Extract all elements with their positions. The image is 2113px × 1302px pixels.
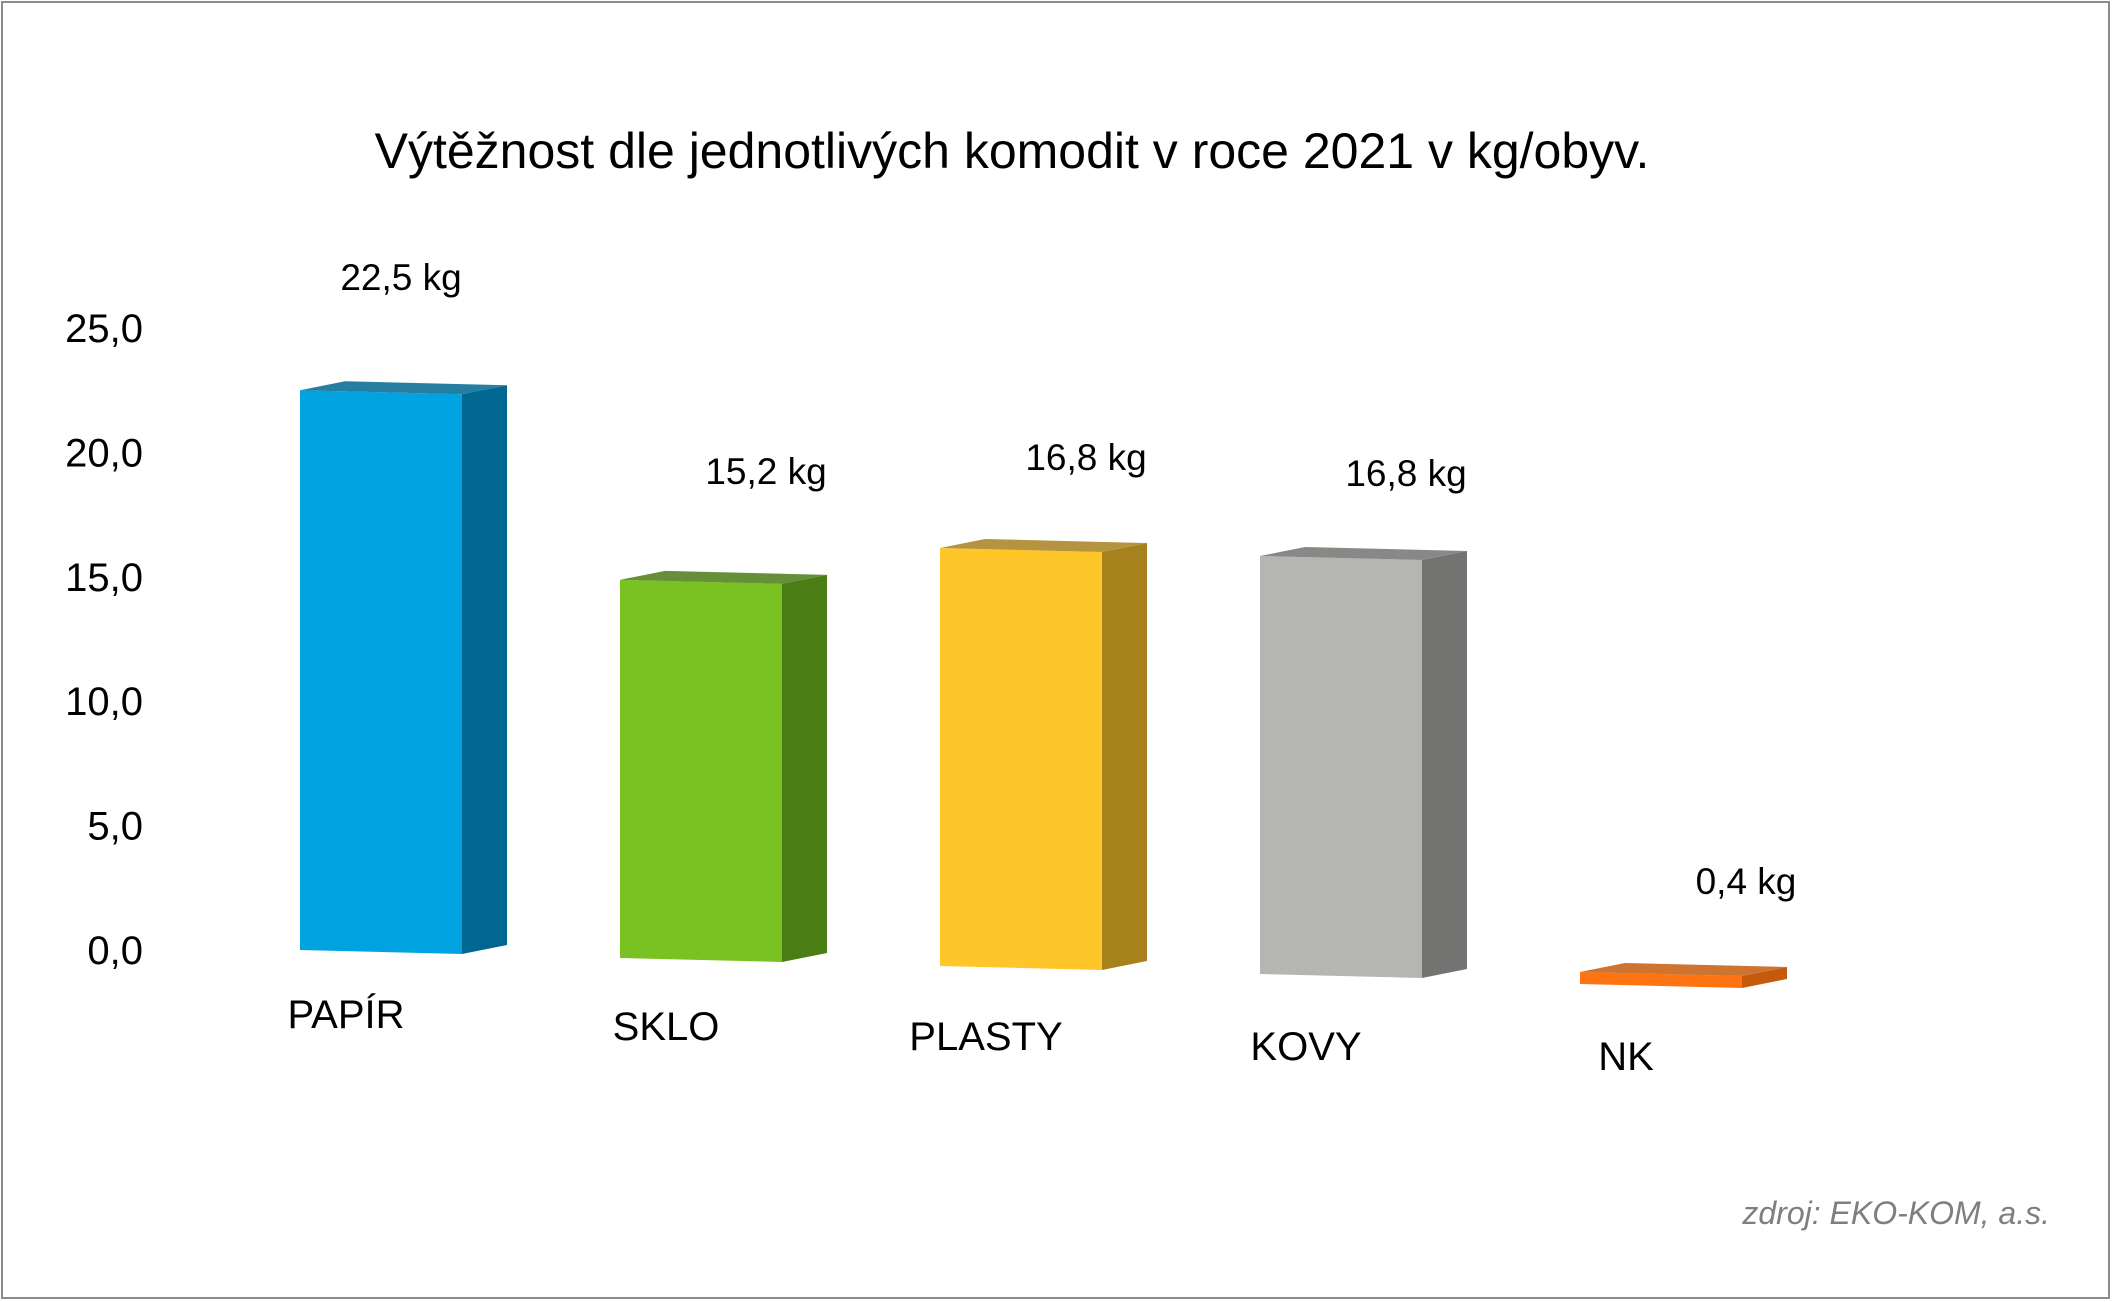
bar-top xyxy=(300,381,507,395)
bar-sklo xyxy=(620,570,827,962)
category-label: NK xyxy=(1598,1035,1654,1079)
bar-top xyxy=(940,539,1147,553)
data-label: 16,8 kg xyxy=(1025,437,1146,478)
bar-front xyxy=(1580,972,1742,988)
y-tick-label: 25,0 xyxy=(65,307,143,351)
bar-papír xyxy=(300,381,507,954)
bar-side xyxy=(1742,967,1787,988)
bar-plasty xyxy=(940,539,1147,970)
bar-front xyxy=(620,579,782,962)
bar-side xyxy=(462,385,507,954)
y-axis-ticks: 0,0 5,0 10,0 15,0 20,0 25,0 xyxy=(65,307,143,973)
category-label: KOVY xyxy=(1250,1025,1361,1069)
data-labels: 22,5 kg 15,2 kg 16,8 kg 16,8 kg 0,4 kg xyxy=(340,257,1796,902)
category-label: PAPÍR xyxy=(287,992,404,1037)
bars xyxy=(300,381,1787,988)
y-tick-label: 15,0 xyxy=(65,556,143,600)
data-label: 16,8 kg xyxy=(1345,453,1466,494)
bar-top xyxy=(1260,547,1467,561)
y-tick-label: 0,0 xyxy=(87,929,143,973)
bar-side xyxy=(782,574,827,962)
bar-front xyxy=(1260,556,1422,978)
chart-title: Výtěžnost dle jednotlivých komodit v roc… xyxy=(375,123,1650,179)
y-tick-label: 20,0 xyxy=(65,431,143,475)
category-labels: PAPÍR SKLO PLASTY KOVY NK xyxy=(287,992,1654,1079)
y-tick-label: 10,0 xyxy=(65,680,143,724)
bar-front xyxy=(940,548,1102,970)
data-label: 15,2 kg xyxy=(705,451,826,492)
category-label: PLASTY xyxy=(909,1015,1062,1059)
bar-side xyxy=(1422,551,1467,978)
bar-side xyxy=(1102,543,1147,970)
bar-top xyxy=(620,570,827,584)
bar-nk xyxy=(1580,963,1787,988)
data-label: 22,5 kg xyxy=(340,257,461,298)
source-note: zdroj: EKO-KOM, a.s. xyxy=(1741,1195,2050,1231)
bar-front xyxy=(300,390,462,954)
bar-top xyxy=(1580,963,1787,976)
category-label: SKLO xyxy=(613,1005,720,1049)
bar-kovy xyxy=(1260,547,1467,978)
data-label: 0,4 kg xyxy=(1696,861,1797,902)
y-tick-label: 5,0 xyxy=(87,805,143,849)
